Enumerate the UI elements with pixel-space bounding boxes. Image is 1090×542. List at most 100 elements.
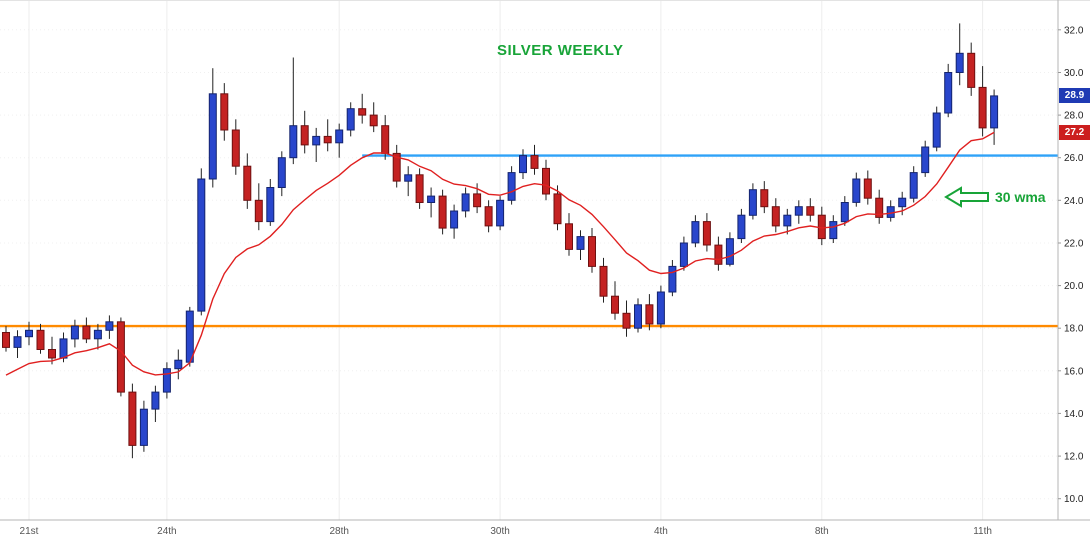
price-axis-label: 14.0: [1064, 409, 1084, 420]
ma-value-badge: 27.2: [1059, 124, 1090, 140]
candle: [840, 196, 849, 226]
price-axis-label: 32.0: [1064, 25, 1084, 36]
candle: [852, 172, 861, 207]
candle: [220, 83, 229, 141]
candle: [748, 183, 757, 220]
candle: [588, 228, 596, 273]
candle: [243, 153, 252, 209]
candle: [909, 166, 918, 203]
candle: [392, 144, 401, 188]
price-axis-label: 28.0: [1064, 111, 1084, 122]
candle: [691, 215, 700, 248]
candle: [978, 66, 987, 137]
candle: [346, 102, 355, 137]
candle: [162, 362, 171, 399]
candle: [404, 166, 413, 197]
candle: [622, 300, 631, 337]
candle: [2, 326, 10, 352]
date-axis-label: 8th: [815, 526, 829, 537]
candle: [771, 198, 780, 233]
candle: [760, 181, 769, 214]
candle: [369, 102, 378, 133]
price-axis-label: 26.0: [1064, 153, 1084, 164]
candle: [174, 349, 183, 380]
candle: [967, 42, 976, 96]
candle: [576, 230, 585, 260]
candle: [105, 315, 114, 339]
candle: [553, 185, 562, 231]
candle: [197, 168, 206, 316]
candle: [611, 281, 619, 320]
candle: [25, 321, 33, 346]
candle: [128, 383, 137, 459]
candle: [645, 294, 654, 331]
date-axis-label: 21st: [20, 526, 39, 537]
candle: [599, 257, 608, 303]
candle: [450, 204, 459, 239]
candle: [530, 144, 539, 175]
price-axis-label: 10.0: [1064, 494, 1084, 505]
candle: [427, 187, 436, 218]
price-axis-label: 16.0: [1064, 366, 1084, 377]
candle: [794, 200, 803, 224]
candle: [932, 106, 941, 152]
candle: [277, 151, 286, 197]
candle: [955, 23, 964, 86]
candle: [231, 119, 240, 175]
candle: [82, 317, 91, 344]
ma-annotation: 30 wma: [944, 184, 1046, 210]
date-axis-label: 11th: [973, 526, 992, 537]
price-axis-label: 24.0: [1064, 196, 1084, 207]
candle: [714, 236, 723, 271]
candle: [139, 400, 148, 452]
candle: [668, 260, 677, 297]
last-price-badge: 28.9: [1059, 88, 1090, 104]
candle: [323, 119, 332, 152]
candle: [461, 187, 470, 218]
candle: [725, 232, 734, 267]
candle: [783, 208, 792, 235]
candle: [312, 127, 321, 162]
candle: [656, 285, 665, 329]
candle: [254, 183, 263, 231]
candle: [13, 330, 22, 358]
candle: [921, 140, 930, 177]
price-axis-label: 12.0: [1064, 452, 1084, 463]
price-axis-label: 18.0: [1064, 324, 1084, 335]
candle: [990, 89, 999, 145]
candle: [415, 168, 424, 209]
candle: [438, 189, 447, 235]
price-axis-label: 22.0: [1064, 239, 1084, 250]
candle: [702, 213, 711, 252]
candle: [944, 63, 953, 118]
candle: [737, 208, 746, 243]
candle: [507, 166, 516, 205]
candle: [542, 159, 550, 201]
candle: [266, 179, 275, 226]
candle: [886, 200, 895, 222]
candle: [679, 236, 688, 271]
date-axis-label: 30th: [490, 526, 509, 537]
candle: [300, 110, 309, 154]
candle: [358, 93, 367, 124]
candle: [634, 298, 642, 333]
candle: [289, 57, 298, 165]
price-axis-label: 30.0: [1064, 68, 1084, 79]
candle: [70, 319, 79, 348]
candle: [817, 206, 826, 246]
candle: [335, 123, 344, 158]
candle: [829, 215, 838, 243]
date-axis-label: 28th: [329, 526, 348, 537]
candle: [48, 336, 56, 365]
candle: [565, 213, 573, 256]
candle: [875, 189, 884, 224]
ma-annotation-label: 30 wma: [995, 189, 1046, 205]
candle: [519, 149, 527, 179]
date-axis-label: 24th: [157, 526, 176, 537]
candle: [36, 323, 45, 354]
candle: [806, 198, 815, 222]
moving-average-line: [5, 131, 995, 376]
candle: [116, 317, 125, 397]
